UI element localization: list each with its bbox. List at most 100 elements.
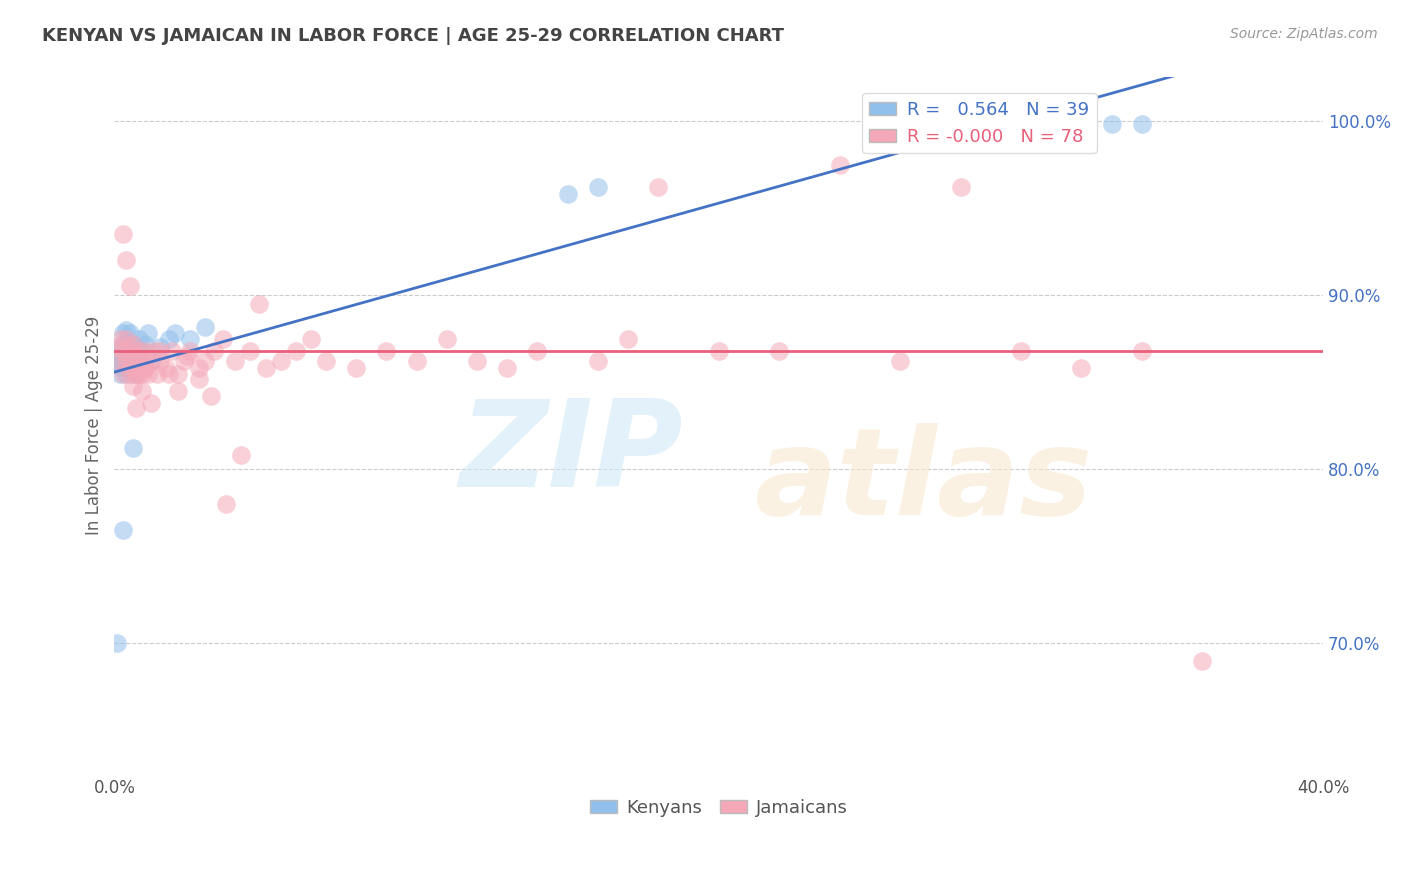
- Point: [107, 358, 129, 372]
- Point: [215, 497, 238, 511]
- Point: [496, 361, 519, 376]
- Point: [131, 354, 153, 368]
- Point: [118, 354, 141, 368]
- Point: [315, 354, 337, 368]
- Point: [167, 367, 190, 381]
- Point: [112, 349, 135, 363]
- Point: [465, 354, 488, 368]
- Point: [1010, 118, 1032, 132]
- Point: [375, 343, 398, 358]
- Point: [131, 343, 153, 358]
- Point: [118, 279, 141, 293]
- Point: [134, 343, 156, 358]
- Point: [194, 319, 217, 334]
- Point: [239, 343, 262, 358]
- Point: [299, 332, 322, 346]
- Point: [142, 343, 165, 358]
- Point: [149, 343, 172, 358]
- Point: [110, 367, 132, 381]
- Point: [124, 367, 146, 381]
- Point: [115, 332, 138, 346]
- Point: [128, 361, 150, 376]
- Point: [128, 343, 150, 358]
- Point: [155, 361, 177, 376]
- Point: [112, 326, 135, 341]
- Point: [284, 343, 307, 358]
- Point: [136, 367, 159, 381]
- Point: [112, 227, 135, 242]
- Point: [149, 340, 172, 354]
- Point: [949, 180, 972, 194]
- Point: [112, 340, 135, 354]
- Text: atlas: atlas: [755, 423, 1092, 540]
- Point: [194, 354, 217, 368]
- Point: [188, 361, 211, 376]
- Point: [647, 180, 669, 194]
- Point: [112, 367, 135, 381]
- Point: [118, 354, 141, 368]
- Point: [157, 332, 180, 346]
- Point: [163, 326, 186, 341]
- Point: [124, 367, 146, 381]
- Point: [889, 118, 911, 132]
- Point: [128, 367, 150, 381]
- Point: [115, 337, 138, 351]
- Legend: Kenyans, Jamaicans: Kenyans, Jamaicans: [582, 792, 855, 824]
- Point: [200, 389, 222, 403]
- Point: [124, 349, 146, 363]
- Point: [128, 354, 150, 368]
- Point: [1130, 343, 1153, 358]
- Point: [118, 367, 141, 381]
- Point: [110, 354, 132, 368]
- Point: [707, 343, 730, 358]
- Point: [121, 337, 143, 351]
- Point: [124, 401, 146, 416]
- Point: [131, 367, 153, 381]
- Text: ZIP: ZIP: [458, 395, 682, 512]
- Point: [139, 354, 162, 368]
- Point: [254, 361, 277, 376]
- Point: [249, 297, 271, 311]
- Y-axis label: In Labor Force | Age 25-29: In Labor Force | Age 25-29: [86, 316, 103, 535]
- Point: [768, 343, 790, 358]
- Point: [167, 384, 190, 398]
- Point: [118, 340, 141, 354]
- Point: [115, 253, 138, 268]
- Point: [526, 343, 548, 358]
- Point: [115, 367, 138, 381]
- Point: [134, 337, 156, 351]
- Point: [889, 354, 911, 368]
- Point: [134, 361, 156, 376]
- Point: [107, 349, 129, 363]
- Point: [124, 340, 146, 354]
- Point: [110, 354, 132, 368]
- Point: [110, 340, 132, 354]
- Point: [202, 343, 225, 358]
- Point: [160, 343, 183, 358]
- Point: [173, 354, 195, 368]
- Point: [107, 340, 129, 354]
- Point: [179, 332, 201, 346]
- Point: [405, 354, 427, 368]
- Point: [131, 384, 153, 398]
- Point: [112, 523, 135, 537]
- Text: Source: ZipAtlas.com: Source: ZipAtlas.com: [1230, 27, 1378, 41]
- Point: [128, 332, 150, 346]
- Point: [344, 361, 367, 376]
- Point: [1130, 118, 1153, 132]
- Point: [121, 361, 143, 376]
- Point: [112, 361, 135, 376]
- Point: [121, 378, 143, 392]
- Point: [139, 354, 162, 368]
- Point: [1070, 361, 1092, 376]
- Point: [1191, 654, 1213, 668]
- Point: [224, 354, 246, 368]
- Point: [118, 340, 141, 354]
- Point: [121, 354, 143, 368]
- Point: [115, 354, 138, 368]
- Point: [270, 354, 292, 368]
- Point: [139, 396, 162, 410]
- Point: [149, 354, 172, 368]
- Point: [118, 326, 141, 341]
- Point: [121, 367, 143, 381]
